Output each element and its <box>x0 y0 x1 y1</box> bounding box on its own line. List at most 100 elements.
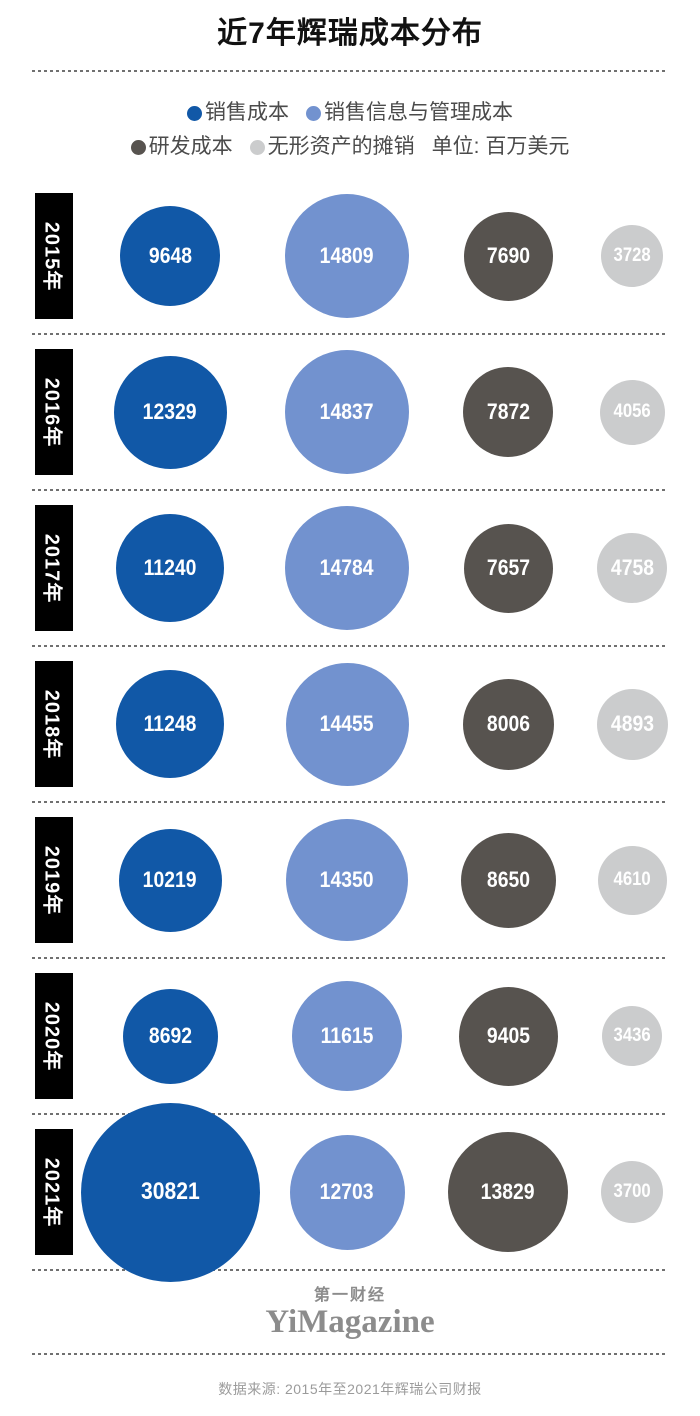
bubble-value: 9648 <box>148 243 192 268</box>
legend: 销售成本 销售信息与管理成本 研发成本 无形资产的摊销 单位: 百万美元 <box>0 96 700 164</box>
bubble-value: 14837 <box>320 399 374 424</box>
bubble-value: 3728 <box>613 245 651 266</box>
bubble: 8650 <box>460 832 556 928</box>
legend-dot-icon <box>249 139 265 155</box>
year-text: 2018年 <box>40 689 63 759</box>
bubble-value: 4893 <box>610 711 654 736</box>
bubble: 9648 <box>120 206 220 306</box>
year-row: 2018年 11248 14455 8006 4893 <box>0 646 700 803</box>
bubble: 3436 <box>602 1006 662 1066</box>
bubble-value: 12703 <box>320 1179 374 1204</box>
bubble: 7872 <box>463 367 553 457</box>
year-row: 2016年 12329 14837 7872 4056 <box>0 334 700 491</box>
bubble: 9405 <box>458 986 558 1086</box>
bubble-value: 8650 <box>486 867 530 892</box>
year-text: 2019年 <box>40 845 63 915</box>
bubble: 8692 <box>122 988 218 1084</box>
bubble: 11248 <box>116 670 224 778</box>
bubble-value: 12329 <box>143 399 197 424</box>
legend-item: 研发成本 <box>130 130 233 164</box>
bubble: 12703 <box>289 1134 405 1250</box>
year-label: 2020年 <box>35 973 73 1099</box>
year-label: 2018年 <box>35 661 73 787</box>
bubble: 14455 <box>285 662 409 786</box>
year-text: 2015年 <box>40 221 63 291</box>
bubble: 4893 <box>596 688 668 760</box>
bubble-value: 7690 <box>486 243 530 268</box>
year-row: 2021年 30821 12703 13829 3700 <box>0 1102 700 1282</box>
bubble: 12329 <box>113 355 227 469</box>
bubble: 14837 <box>285 350 409 474</box>
legend-item: 销售信息与管理成本 <box>306 96 513 130</box>
bubble-value: 14455 <box>320 711 374 736</box>
bubble: 4610 <box>597 845 667 915</box>
bubble-value: 3436 <box>613 1025 651 1046</box>
bubble: 10219 <box>118 828 222 932</box>
year-row: 2017年 11240 14784 7657 4758 <box>0 490 700 647</box>
bubble-value: 4610 <box>613 869 651 890</box>
bubble-value: 4758 <box>610 555 654 580</box>
legend-label: 无形资产的摊销 <box>267 135 415 158</box>
bubble-value: 11615 <box>320 1023 374 1048</box>
publisher-logo-en: YiMagazine <box>265 1304 435 1340</box>
bubble-value: 14809 <box>320 243 374 268</box>
year-text: 2017年 <box>40 533 63 603</box>
chart-rows: 2015年 9648 14809 7690 3728 2016年 12329 14837 787… <box>0 178 700 1282</box>
bubble: 11240 <box>116 514 224 622</box>
bubble-value: 14784 <box>320 555 374 580</box>
legend-row-1: 销售成本 销售信息与管理成本 <box>0 96 700 130</box>
bubble: 14784 <box>285 506 409 630</box>
bubble-value: 30821 <box>140 1178 200 1205</box>
year-label: 2016年 <box>35 349 73 475</box>
year-text: 2016年 <box>40 377 63 447</box>
bubble: 30821 <box>80 1102 260 1282</box>
bubble-value: 7657 <box>486 555 530 580</box>
bubble: 3700 <box>601 1161 663 1223</box>
year-row: 2015年 9648 14809 7690 3728 <box>0 178 700 335</box>
bubble: 11615 <box>292 981 402 1091</box>
bubble: 7657 <box>463 523 553 613</box>
year-text: 2020年 <box>40 1001 63 1071</box>
bubble-value: 8006 <box>486 711 530 736</box>
legend-row-2: 研发成本 无形资产的摊销 单位: 百万美元 <box>0 130 700 164</box>
footer: 第一财经 YiMagazine 数据来源: 2015年至2021年辉瑞公司财报 <box>0 1288 700 1399</box>
year-label: 2015年 <box>35 193 73 319</box>
year-row: 2019年 10219 14350 8650 4610 <box>0 802 700 959</box>
bubble-value: 11240 <box>143 555 197 580</box>
bubble-value: 9405 <box>486 1023 530 1048</box>
data-source: 数据来源: 2015年至2021年辉瑞公司财报 <box>218 1381 482 1397</box>
divider-footer <box>32 1353 668 1355</box>
bubble: 7690 <box>463 211 553 301</box>
legend-dot-icon <box>130 139 146 155</box>
legend-label: 研发成本 <box>148 135 233 158</box>
bubble-value: 11248 <box>143 711 197 736</box>
unit-label: 单位: 百万美元 <box>431 135 570 158</box>
bubble-value: 13829 <box>481 1179 535 1204</box>
bubble: 14809 <box>285 194 409 318</box>
legend-item: 销售成本 <box>187 96 289 130</box>
year-label: 2019年 <box>35 817 73 943</box>
year-text: 2021年 <box>40 1157 63 1227</box>
legend-item: 无形资产的摊销 <box>249 130 415 164</box>
bubble: 13829 <box>448 1132 568 1252</box>
bubble: 4056 <box>599 379 665 445</box>
year-row: 2020年 8692 11615 9405 3436 <box>0 958 700 1115</box>
divider-top <box>32 70 668 72</box>
legend-dot-icon <box>187 105 202 121</box>
bubble-value: 4056 <box>613 401 651 422</box>
bubble-value: 7872 <box>486 399 530 424</box>
bubble: 8006 <box>462 678 554 770</box>
bubble-value: 3700 <box>613 1181 651 1202</box>
bubble: 4758 <box>597 533 667 603</box>
legend-label: 销售成本 <box>205 101 289 124</box>
bubble: 14350 <box>286 819 408 941</box>
chart-title: 近7年辉瑞成本分布 <box>217 17 483 50</box>
bubble-value: 14350 <box>320 867 374 892</box>
bubble-value: 8692 <box>148 1023 192 1048</box>
year-label: 2021年 <box>35 1129 73 1255</box>
publisher-logo-cn: 第一财经 <box>313 1287 386 1304</box>
publisher-logo: 第一财经 YiMagazine <box>0 1288 700 1339</box>
legend-dot-icon <box>306 105 321 121</box>
year-label: 2017年 <box>35 505 73 631</box>
